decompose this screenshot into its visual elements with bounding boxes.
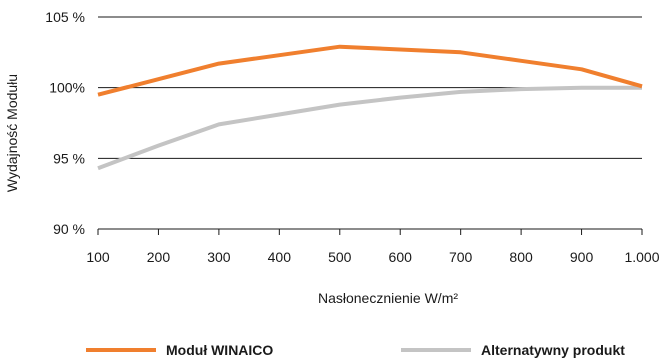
x-tick-label-100: 100	[86, 249, 110, 265]
x-axis-ticks	[97, 229, 643, 235]
legend-label-alternatywny-produkt: Alternatywny produkt	[481, 342, 625, 358]
series-line-moduł-winaico	[97, 44, 643, 97]
x-tick-label-300: 300	[207, 249, 231, 265]
x-axis-label: Nasłonecznienie W/m²	[318, 290, 458, 306]
x-tick-label-200: 200	[147, 249, 171, 265]
x-axis-tick-labels: 100 200 300 400 500 600 700 800 900 1.000	[86, 249, 659, 265]
x-tick-label-400: 400	[268, 249, 292, 265]
series-lines	[97, 44, 643, 171]
x-tick-label-600: 600	[389, 249, 413, 265]
y-tick-label-90: 90 %	[53, 221, 85, 237]
series-line-alternatywny-produkt	[97, 85, 642, 171]
y-tick-label-95: 95 %	[53, 150, 85, 166]
x-tick-label-800: 800	[509, 249, 533, 265]
y-axis-label: Wydajność Modułu	[4, 74, 20, 192]
y-tick-label-105: 105 %	[45, 9, 85, 25]
x-tick-label-900: 900	[570, 249, 594, 265]
x-tick-label-500: 500	[328, 249, 352, 265]
x-tick-label-700: 700	[449, 249, 473, 265]
legend-label-moduł-winaico: Moduł WINAICO	[166, 342, 273, 358]
y-axis-tick-labels: 90 % 95 % 100% 105 %	[45, 9, 85, 237]
x-tick-label-1000: 1.000	[624, 249, 659, 265]
legend: Moduł WINAICO Alternatywny produkt	[86, 342, 625, 358]
y-tick-label-100: 100%	[49, 80, 85, 96]
